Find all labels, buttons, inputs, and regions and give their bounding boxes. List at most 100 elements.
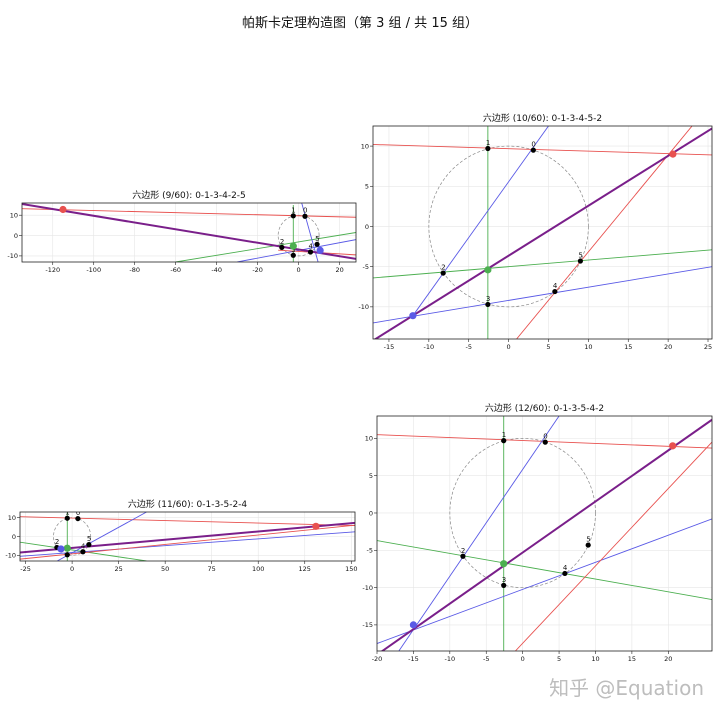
subplot-title: 六边形 (11/60): 0-1-3-5-2-4 (128, 498, 248, 510)
vertex-label: 4 (81, 542, 86, 550)
y-tick-label: 10 (365, 435, 373, 443)
vertex-label: 1 (291, 206, 295, 214)
vertex-label: 3 (502, 576, 506, 584)
axes-frame (376, 415, 713, 652)
x-tick-label: -15 (384, 343, 395, 351)
vertex-label: 1 (486, 139, 490, 147)
x-tick-label: 75 (208, 565, 216, 573)
vertex-label: 1 (502, 431, 506, 439)
hexagon-vertex (290, 252, 296, 258)
y-tick-label: 5 (369, 472, 373, 480)
intersection-green (500, 560, 508, 568)
vertex-label: 3 (291, 246, 295, 254)
y-tick-label: -10 (362, 584, 373, 592)
x-tick-label: -20 (372, 655, 383, 663)
x-tick-label: 150 (345, 565, 357, 573)
hexagon-vertex (75, 515, 81, 522)
x-tick-label: -100 (86, 266, 101, 274)
y-tick-label: -5 (367, 547, 373, 555)
x-tick-label: 0 (521, 655, 525, 663)
side-line-green (175, 232, 356, 262)
hexagon-vertex (314, 241, 320, 247)
pascal-line (373, 127, 712, 339)
hexagon-vertex (530, 147, 536, 153)
hexagon-vertex (279, 244, 285, 250)
side-line-blue (373, 266, 712, 324)
side-line-red (516, 126, 693, 339)
pascal-line (20, 521, 355, 554)
y-tick-label: 0 (365, 223, 369, 231)
x-tick-label: 0 (507, 343, 511, 351)
intersection-blue (409, 312, 417, 320)
vertex-label: 5 (578, 252, 582, 260)
hexagon-vertex (501, 438, 507, 444)
hexagon-vertex (562, 570, 568, 577)
subplot-title: 六边形 (9/60): 0-1-3-4-2-5 (132, 189, 246, 201)
hexagon-vertex (440, 270, 446, 276)
axes-frame (21, 202, 357, 263)
y-tick-label: -15 (362, 621, 373, 629)
hexagon-vertex (64, 552, 70, 558)
hexagon-vertex (460, 553, 466, 559)
side-line-green (377, 540, 712, 600)
intersection-green (63, 544, 71, 552)
hexagon-vertex (64, 515, 70, 521)
side-line-red (373, 144, 712, 156)
x-tick-label: -10 (445, 655, 456, 663)
x-tick-label: 0 (70, 565, 74, 573)
vertex-label: 4 (309, 243, 314, 251)
x-tick-label: -10 (424, 343, 435, 351)
vertex-label: 2 (461, 547, 465, 555)
watermark: 知乎 @Equation (549, 676, 704, 700)
hexagon-vertex (302, 213, 308, 219)
vertex-label: 3 (486, 295, 490, 303)
x-tick-label: 125 (299, 565, 311, 573)
intersection-red (312, 522, 320, 530)
x-tick-label: -60 (170, 266, 181, 274)
y-tick-label: 5 (365, 183, 369, 191)
x-tick-label: 100 (252, 565, 264, 573)
y-tick-label: 10 (8, 514, 16, 522)
vertex-label: 0 (303, 207, 307, 215)
y-tick-label: 0 (14, 232, 18, 240)
hexagon-vertex (485, 301, 491, 308)
intersection-green (289, 242, 297, 250)
intersection-red (59, 205, 67, 214)
subplot-title: 六边形 (12/60): 0-1-3-5-4-2 (485, 402, 604, 414)
x-tick-label: 50 (161, 565, 169, 573)
subplot-2: 六边形 (10/60): 0-1-3-4-5-2 0 1 2 3 4 5 -15 -10 -5 0 5… (358, 112, 713, 351)
vertex-label: 2 (55, 538, 59, 546)
x-tick-label: 20 (664, 343, 672, 351)
hexagon-vertex (577, 258, 583, 264)
pascal-line (22, 203, 356, 260)
side-line-red (515, 441, 712, 651)
subplot-3: 六边形 (11/60): 0-1-3-5-2-4012345-250255075… (5, 498, 357, 573)
vertex-label: 0 (531, 141, 535, 149)
vertex-label: 5 (315, 235, 319, 243)
hexagon-vertex (585, 542, 591, 548)
x-tick-label: 0 (297, 266, 301, 274)
subplot-4: 六边形 (12/60): 0-1-3-5-4-2 0 1 2 3 4 5 -20 -15 -10 -… (362, 402, 713, 663)
side-line-blue (20, 531, 355, 557)
hexagon-vertex (86, 542, 92, 548)
intersection-blue (57, 545, 65, 553)
y-tick-label: -10 (7, 252, 18, 260)
side-line-blue (398, 416, 560, 651)
y-tick-label: -10 (358, 303, 369, 311)
hexagon-vertex (552, 288, 558, 295)
x-tick-label: 10 (584, 343, 592, 351)
intersection-blue (316, 246, 324, 255)
side-line-green (373, 249, 712, 279)
intersection-green (484, 266, 492, 274)
x-tick-label: 15 (628, 655, 636, 663)
axes-frame (372, 125, 713, 340)
vertex-label: 5 (586, 536, 590, 544)
x-tick-label: 5 (557, 655, 561, 663)
x-tick-label: -80 (129, 266, 140, 274)
y-tick-label: 10 (10, 212, 18, 220)
pascal-line (380, 418, 712, 651)
